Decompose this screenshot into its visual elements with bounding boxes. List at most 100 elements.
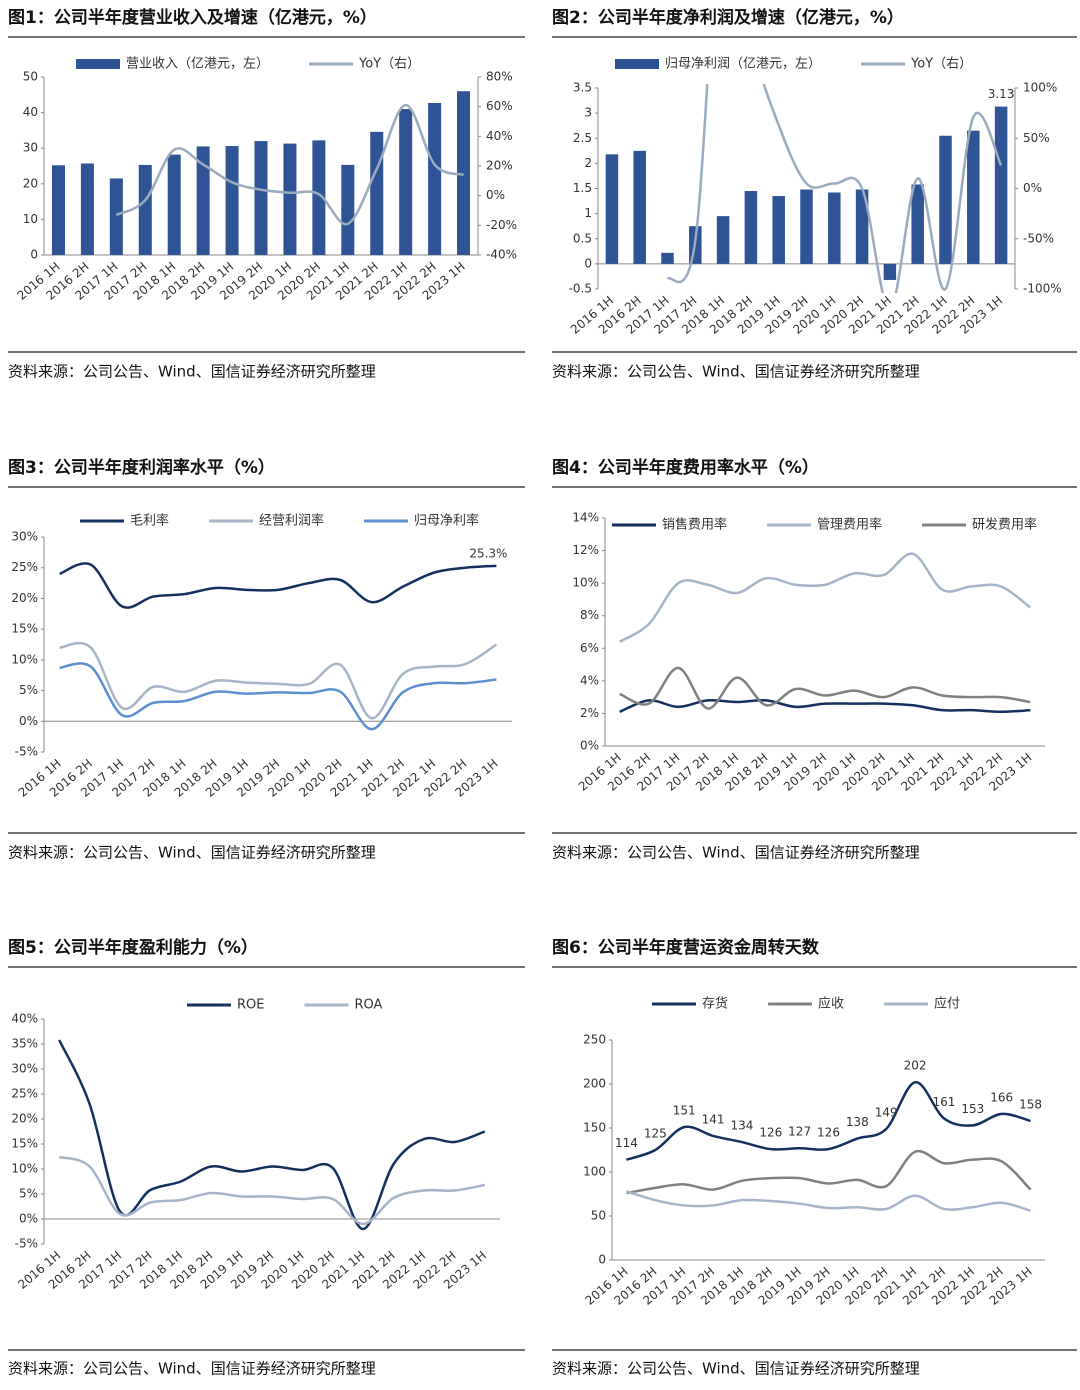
y-tick-label: 30 bbox=[23, 141, 38, 155]
legend-label: YoY（右） bbox=[910, 57, 972, 72]
bar bbox=[428, 102, 442, 255]
y-tick-label: 4% bbox=[580, 673, 599, 687]
legend-label: 销售费用率 bbox=[662, 517, 727, 533]
data-label: 141 bbox=[702, 1112, 725, 1126]
y2-tick-label: 0% bbox=[1023, 181, 1042, 195]
bar bbox=[633, 150, 646, 264]
legend-label: 应付 bbox=[934, 996, 960, 1012]
legend-label: 研发费用率 bbox=[972, 517, 1037, 533]
y-tick-label: 20 bbox=[23, 176, 38, 190]
data-label: 161 bbox=[933, 1095, 956, 1109]
y2-tick-label: 100% bbox=[1023, 81, 1057, 95]
figure-source: 资料来源：公司公告、Wind、国信证券经济研究所整理 bbox=[552, 844, 920, 862]
y2-tick-label: 20% bbox=[486, 159, 513, 173]
figure-title: 图1：公司半年度营业收入及增速（亿港元，%） bbox=[8, 7, 377, 28]
y2-tick-label: 80% bbox=[486, 70, 513, 84]
bar bbox=[283, 143, 297, 255]
data-label: 151 bbox=[673, 1104, 696, 1118]
bar bbox=[109, 178, 123, 255]
legend-label: 经营利润率 bbox=[259, 513, 324, 529]
y-tick-label: 40% bbox=[11, 1012, 38, 1026]
figure-source: 资料来源：公司公告、Wind、国信证券经济研究所整理 bbox=[8, 363, 376, 381]
y-tick-label: -0.5 bbox=[569, 282, 592, 296]
data-label: 138 bbox=[846, 1115, 869, 1129]
figure-title: 图3：公司半年度利润率水平（%） bbox=[8, 457, 275, 478]
y-tick-label: 12% bbox=[572, 543, 599, 557]
bar bbox=[399, 109, 413, 255]
bar bbox=[196, 146, 210, 255]
y-tick-label: 0 bbox=[598, 1253, 606, 1267]
y-tick-label: 35% bbox=[11, 1037, 38, 1051]
y-tick-label: 10 bbox=[23, 212, 38, 226]
data-label: 126 bbox=[817, 1126, 840, 1140]
series-line bbox=[59, 662, 497, 731]
series-line bbox=[619, 698, 1031, 714]
figure-title: 图5：公司半年度盈利能力（%） bbox=[8, 937, 258, 958]
y-tick-label: 0% bbox=[19, 714, 38, 728]
series-line bbox=[626, 1190, 1031, 1212]
y2-tick-label: 60% bbox=[486, 99, 513, 113]
y-tick-label: 5% bbox=[19, 1187, 38, 1201]
bar bbox=[254, 141, 268, 255]
y-tick-label: 30% bbox=[11, 530, 38, 544]
y-tick-label: 10% bbox=[572, 576, 599, 590]
bar bbox=[370, 131, 384, 255]
legend-label: ROE bbox=[237, 998, 264, 1013]
bar bbox=[772, 196, 785, 264]
bar bbox=[911, 184, 924, 264]
legend-label: 存货 bbox=[702, 996, 728, 1012]
y-tick-label: 20% bbox=[11, 591, 38, 605]
y2-tick-label: 40% bbox=[486, 129, 513, 143]
legend-label: ROA bbox=[354, 998, 382, 1013]
bar bbox=[225, 146, 239, 255]
y-tick-label: 0% bbox=[580, 739, 599, 753]
figure-title: 图4：公司半年度费用率水平（%） bbox=[552, 457, 819, 478]
series-line bbox=[626, 1149, 1032, 1195]
y-tick-label: 2 bbox=[584, 156, 592, 170]
y-tick-label: 50 bbox=[591, 1209, 606, 1223]
y2-tick-label: 0% bbox=[486, 188, 505, 202]
figure-source: 资料来源：公司公告、Wind、国信证券经济研究所整理 bbox=[552, 1360, 920, 1378]
legend-label: 毛利率 bbox=[130, 513, 169, 529]
bar bbox=[605, 154, 619, 264]
data-label: 126 bbox=[759, 1126, 782, 1140]
y-tick-label: 5% bbox=[19, 683, 38, 697]
series-line bbox=[619, 552, 1032, 643]
data-label: 25.3% bbox=[469, 546, 507, 560]
y-tick-label: 15% bbox=[11, 1137, 38, 1151]
y-tick-label: 20% bbox=[11, 1112, 38, 1126]
y-tick-label: 3.5 bbox=[573, 81, 592, 95]
legend-swatch bbox=[76, 59, 120, 69]
figure-source: 资料来源：公司公告、Wind、国信证券经济研究所整理 bbox=[8, 844, 376, 862]
y-tick-label: 6% bbox=[580, 641, 599, 655]
data-label: 114 bbox=[615, 1136, 638, 1150]
series-line bbox=[115, 103, 464, 226]
y-tick-label: 2.5 bbox=[573, 131, 592, 145]
legend-label: 营业收入（亿港元，左） bbox=[126, 57, 269, 72]
y-tick-label: 8% bbox=[580, 608, 599, 622]
legend-label: YoY（右） bbox=[358, 57, 420, 72]
figure-source: 资料来源：公司公告、Wind、国信证券经济研究所整理 bbox=[8, 1360, 376, 1378]
y-tick-label: -5% bbox=[15, 745, 38, 759]
series-line bbox=[619, 666, 1031, 710]
data-label: 125 bbox=[644, 1127, 667, 1141]
bar bbox=[883, 263, 897, 280]
series-line bbox=[59, 641, 498, 720]
bar bbox=[80, 163, 94, 255]
y-tick-label: 10% bbox=[11, 652, 38, 666]
bar bbox=[855, 189, 869, 264]
y-tick-label: 0 bbox=[30, 248, 38, 262]
bar bbox=[341, 164, 355, 255]
y-tick-label: 14% bbox=[572, 511, 599, 525]
data-label: 166 bbox=[990, 1090, 1013, 1104]
y2-tick-label: -50% bbox=[1023, 231, 1054, 245]
legend-label: 归母净利润（亿港元，左） bbox=[665, 57, 821, 72]
bar bbox=[939, 135, 952, 264]
series-line bbox=[666, 84, 1003, 293]
y2-tick-label: -100% bbox=[1023, 282, 1062, 296]
data-label: 127 bbox=[788, 1125, 811, 1139]
legend-label: 归母净利率 bbox=[414, 513, 479, 529]
figure-title: 图2：公司半年度净利润及增速（亿港元，%） bbox=[552, 7, 904, 28]
y2-tick-label: -20% bbox=[486, 218, 517, 232]
